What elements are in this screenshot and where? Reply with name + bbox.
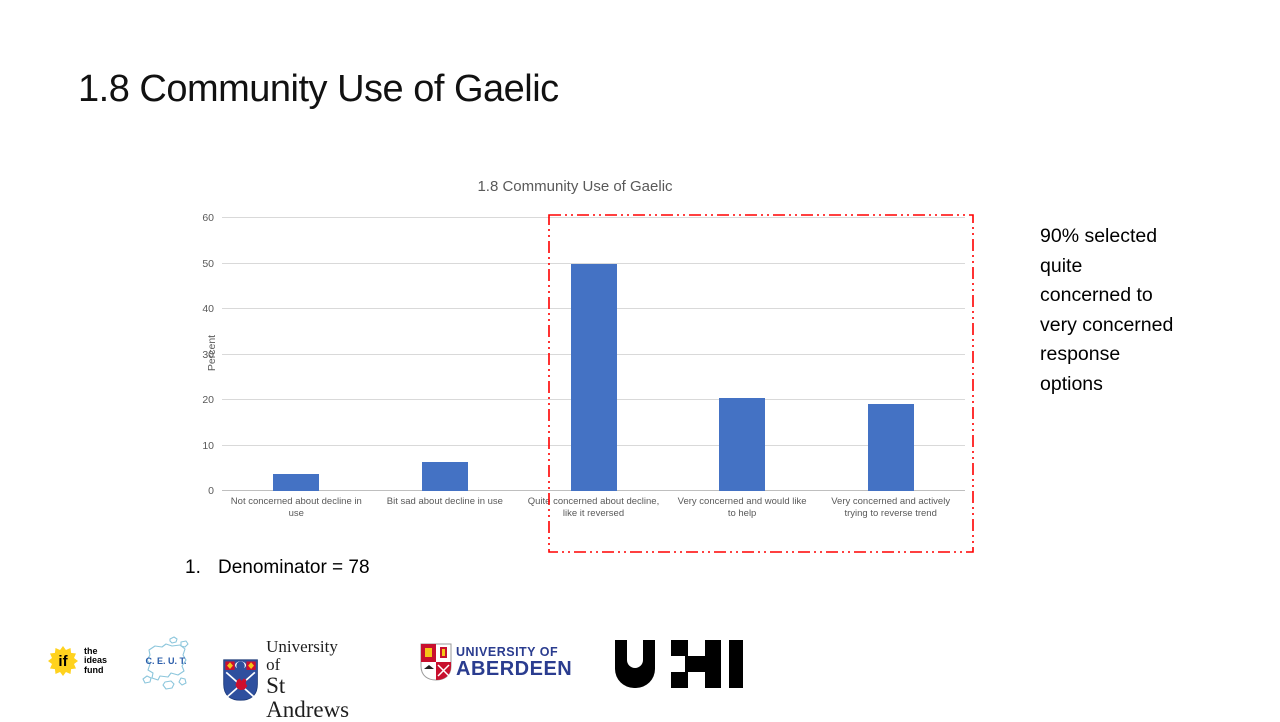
chart-bar (719, 397, 766, 491)
aberdeen-logo: UNIVERSITY OF ABERDEEN (420, 643, 572, 681)
x-axis-category-labels: Not concerned about decline in use Bit sa… (222, 496, 965, 520)
uhi-letter-h (671, 640, 688, 656)
ceut-map-icon: C. E. U. T. (142, 636, 189, 690)
aberdeen-line2: ABERDEEN (456, 658, 573, 680)
ideas-fund-starburst-icon: if (48, 646, 78, 676)
ideas-fund-line: ideas (84, 655, 108, 666)
chart-bar (570, 263, 617, 491)
st-andrews-line2: St Andrews (266, 673, 350, 722)
y-axis-tick-label: 50 (202, 257, 214, 270)
uhi-letter-h (671, 672, 688, 688)
footnote: 1. Denominator = 78 (185, 557, 370, 579)
st-andrews-logo: University of St Andrews (222, 638, 356, 722)
uhi-logo (615, 640, 745, 688)
ideas-fund-symbol: if (58, 652, 68, 670)
footnote-text: Denominator = 78 (218, 557, 370, 578)
uhi-letter-h (685, 656, 705, 672)
st-andrews-line1: University of (266, 637, 338, 674)
y-axis-tick-label: 0 (208, 485, 214, 497)
aberdeen-crest-icon (420, 643, 452, 681)
y-axis-tick-label: 10 (202, 439, 214, 452)
y-axis-tick-label: 20 (202, 394, 214, 406)
chart-title: 1.8 Community Use of Gaelic (477, 178, 673, 195)
footnote-number: 1. (185, 557, 201, 578)
ideas-fund-logo: if the ideas fund (48, 646, 107, 676)
y-axis-tick-label: 40 (202, 303, 214, 315)
chart-bar (273, 473, 320, 491)
uhi-letter-i (729, 640, 743, 688)
uhi-letter-u-notch (627, 640, 643, 668)
gridline (222, 217, 965, 218)
uhi-letter-h (705, 640, 721, 688)
category-label: Very concerned and actively trying to re… (831, 496, 951, 519)
category-label: Quite concerned about decline, like it r… (527, 496, 660, 519)
chart-bar (867, 403, 914, 491)
st-andrews-crest-icon (223, 659, 258, 701)
plot-area: Percent 0 10 20 30 40 50 60 (202, 212, 965, 497)
category-label: Bit sad about decline in use (386, 496, 503, 507)
ceut-label: C. E. U. T. (145, 656, 186, 666)
st-andrews-wordmark: University of St Andrews (266, 638, 356, 722)
bar-chart: 1.8 Community Use of Gaelic Percent 0 10 2… (185, 172, 1010, 557)
ceut-logo: C. E. U. T. (137, 636, 195, 697)
y-axis-tick-label: 60 (202, 212, 214, 224)
aberdeen-line1: UNIVERSITY OF (456, 645, 559, 659)
y-axis-tick-label: 30 (202, 348, 214, 361)
annotation-text: 90% selected quite concerned to very con… (1040, 225, 1174, 395)
ideas-fund-wordmark: the ideas fund (84, 645, 108, 676)
ideas-fund-line: fund (84, 664, 104, 675)
ideas-fund-line: the (84, 645, 98, 656)
chart-bar (421, 461, 468, 491)
category-label: Not concerned about decline in use (230, 496, 362, 519)
slide-title: 1.8 Community Use of Gaelic (78, 68, 559, 110)
aberdeen-wordmark: UNIVERSITY OF ABERDEEN (456, 645, 572, 679)
category-label: Very concerned and would like to help (677, 496, 807, 519)
